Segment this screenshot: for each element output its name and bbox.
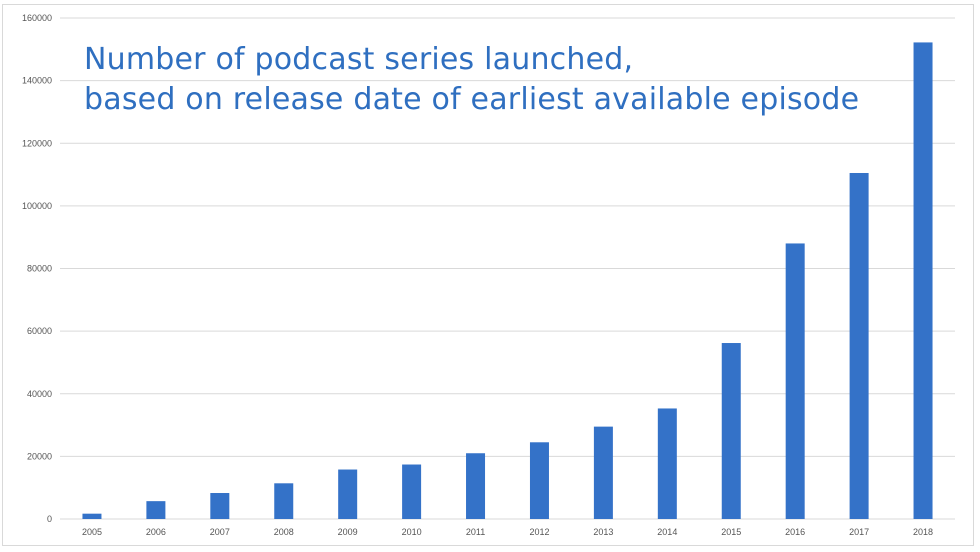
bar-2007	[210, 493, 230, 519]
x-tick-label: 2005	[82, 527, 102, 537]
bar-2016	[785, 243, 805, 519]
x-tick-label: 2017	[849, 527, 869, 537]
bar-2011	[466, 453, 486, 519]
bar-2006	[146, 501, 166, 519]
x-tick-label: 2014	[657, 527, 677, 537]
x-tick-label: 2016	[785, 527, 805, 537]
y-tick-label: 20000	[27, 451, 52, 461]
y-tick-label: 100000	[22, 201, 52, 211]
chart-title-line-1: Number of podcast series launched,	[84, 42, 634, 77]
y-tick-label: 120000	[22, 138, 52, 148]
chart-title: Number of podcast series launched, based…	[84, 40, 859, 120]
chart-frame	[2, 4, 974, 546]
bar-2005	[82, 513, 102, 519]
y-tick-label: 40000	[27, 389, 52, 399]
gridlines	[60, 17, 955, 520]
x-tick-label: 2015	[721, 527, 741, 537]
x-tick-label: 2011	[466, 527, 485, 537]
bar-2010	[402, 464, 422, 519]
chart-title-line-2: based on release date of earliest availa…	[84, 82, 860, 117]
bar-2015	[721, 343, 741, 519]
bars	[82, 42, 933, 520]
bar-2008	[274, 483, 294, 519]
bar-2012	[529, 442, 549, 519]
bar-2009	[338, 469, 358, 519]
y-axis-ticks: 0 20000 40000 60000 80000 100000 120000 140000 1…	[22, 13, 52, 524]
y-tick-label: 160000	[22, 13, 52, 23]
bar-2017	[849, 172, 869, 519]
x-axis-ticks: 2005 2006 2007 2008 2009 2010 2011 2012 2013 2014…	[82, 527, 933, 537]
x-tick-label: 2010	[402, 527, 422, 537]
x-tick-label: 2006	[146, 527, 166, 537]
x-tick-label: 2018	[913, 527, 933, 537]
bar-2013	[593, 426, 613, 519]
y-tick-label: 140000	[22, 76, 52, 86]
x-tick-label: 2009	[338, 527, 358, 537]
bar-2018	[913, 42, 933, 520]
y-tick-label: 0	[47, 514, 52, 524]
bar-2014	[657, 408, 677, 519]
x-tick-label: 2007	[210, 527, 230, 537]
x-tick-label: 2012	[529, 527, 549, 537]
y-tick-label: 60000	[27, 326, 52, 336]
x-tick-label: 2008	[274, 527, 294, 537]
y-tick-label: 80000	[27, 264, 52, 274]
x-tick-label: 2013	[593, 527, 613, 537]
